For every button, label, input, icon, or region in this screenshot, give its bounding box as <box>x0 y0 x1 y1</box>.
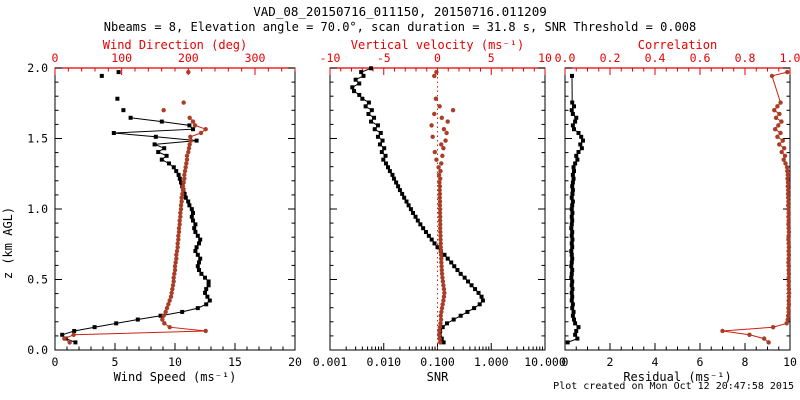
svg-text:0.001: 0.001 <box>313 355 348 369</box>
svg-text:Residual (ms⁻¹): Residual (ms⁻¹) <box>623 370 731 384</box>
svg-text:100: 100 <box>111 51 132 65</box>
series-wind-direction-upper <box>161 69 191 113</box>
svg-text:Wind Direction (deg): Wind Direction (deg) <box>103 38 248 52</box>
svg-text:10: 10 <box>168 355 182 369</box>
svg-text:1.5: 1.5 <box>27 132 48 146</box>
series-correlation-profile <box>720 69 792 345</box>
svg-text:Correlation: Correlation <box>638 38 717 52</box>
svg-text:0.100: 0.100 <box>420 355 455 369</box>
svg-text:0.4: 0.4 <box>645 51 666 65</box>
svg-text:4: 4 <box>652 355 659 369</box>
svg-text:0: 0 <box>562 355 569 369</box>
svg-text:0.5: 0.5 <box>27 273 48 287</box>
svg-text:0.8: 0.8 <box>735 51 756 65</box>
svg-text:0.0: 0.0 <box>27 343 48 357</box>
svg-text:1.0: 1.0 <box>27 202 48 216</box>
creation-timestamp: Plot created on Mon Oct 12 20:47:58 2015 <box>553 381 794 392</box>
y-axis-label: z (km AGL) <box>1 207 15 279</box>
panel-wind: 0.0 0.5 1.0 1.5 2.0 0 5 10 15 20 Wind Speed (ms⁻¹)… <box>27 38 302 384</box>
svg-text:-10: -10 <box>320 51 341 65</box>
svg-text:0: 0 <box>52 355 59 369</box>
series-wind-speed-upper <box>99 70 126 113</box>
svg-text:5: 5 <box>488 51 495 65</box>
svg-text:20: 20 <box>288 355 302 369</box>
panel-snr: 0.001 0.010 0.100 1.000 10.000 SNR -10 -5 0 5 10 Ve… <box>313 38 566 384</box>
series-wind-direction <box>62 115 208 345</box>
svg-text:Vertical velocity (ms⁻¹): Vertical velocity (ms⁻¹) <box>351 38 524 52</box>
svg-text:10: 10 <box>538 51 552 65</box>
svg-text:15: 15 <box>228 355 242 369</box>
svg-text:0.010: 0.010 <box>366 355 401 369</box>
svg-text:Wind Speed (ms⁻¹): Wind Speed (ms⁻¹) <box>114 370 237 384</box>
svg-text:-5: -5 <box>377 51 391 65</box>
svg-text:0: 0 <box>434 51 441 65</box>
panel-residual: 0 2 4 6 8 10 Residual (ms⁻¹) 0.0 0.2 0.4 0.6 0.8 1.0… <box>555 38 800 384</box>
svg-text:1.000: 1.000 <box>474 355 509 369</box>
svg-text:0: 0 <box>52 51 59 65</box>
svg-text:10.000: 10.000 <box>524 355 566 369</box>
series-snr-profile <box>350 66 485 345</box>
svg-text:5: 5 <box>112 355 119 369</box>
svg-text:0.2: 0.2 <box>600 51 621 65</box>
figure-title: VAD_08_20150716_011150, 20150716.011209 <box>253 4 547 19</box>
svg-text:0.0: 0.0 <box>555 51 576 65</box>
svg-text:300: 300 <box>245 51 266 65</box>
svg-text:8: 8 <box>742 355 749 369</box>
svg-text:10: 10 <box>783 355 797 369</box>
svg-text:1.0: 1.0 <box>780 51 800 65</box>
svg-text:2: 2 <box>607 355 614 369</box>
svg-text:200: 200 <box>178 51 199 65</box>
svg-text:SNR: SNR <box>427 370 449 384</box>
figure-subtitle: Nbeams = 8, Elevation angle = 70.0°, sca… <box>103 20 697 34</box>
svg-text:2.0: 2.0 <box>27 61 48 75</box>
series-vertical-velocity <box>429 69 456 345</box>
svg-text:0.6: 0.6 <box>690 51 711 65</box>
svg-text:6: 6 <box>697 355 704 369</box>
series-residual-profile <box>565 73 585 345</box>
